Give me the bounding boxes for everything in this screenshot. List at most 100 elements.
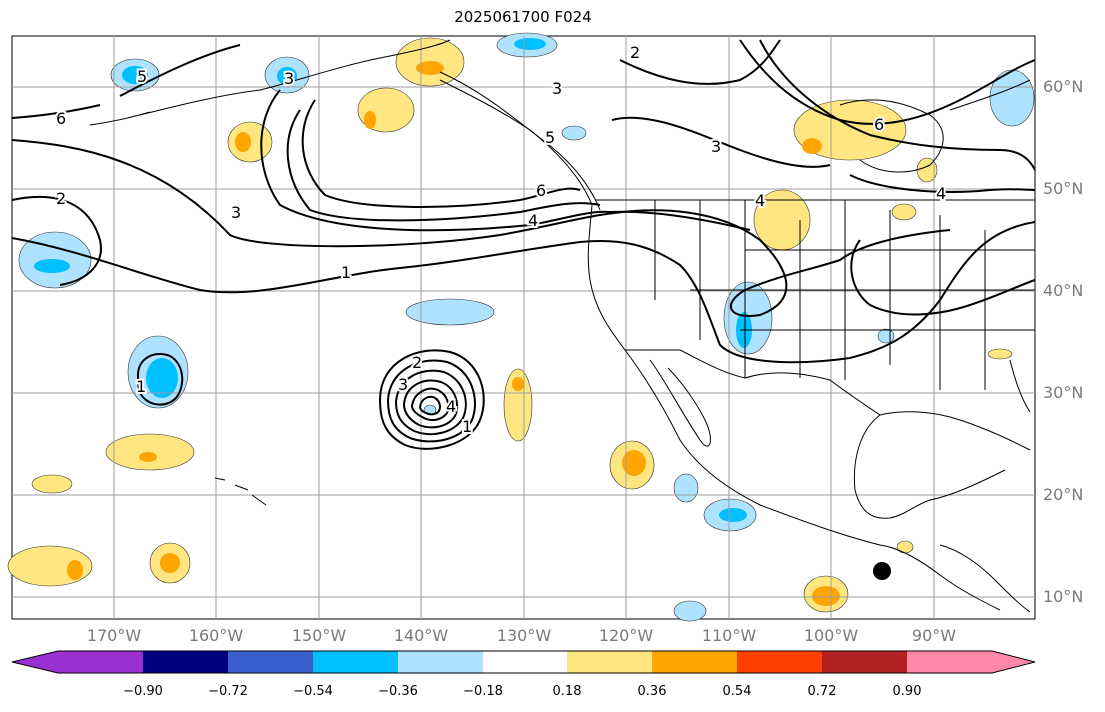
contour-label: 3 (231, 203, 241, 222)
pos-patch (503, 368, 533, 442)
colorbar-bin (228, 651, 313, 673)
colorbar-tick-label: −0.54 (293, 684, 333, 699)
us-mexico-border (625, 349, 881, 416)
pos-patch (891, 203, 917, 221)
shaded-anomaly-field (7, 32, 1035, 622)
contour-1 (11, 221, 1036, 364)
neg-patch (673, 473, 699, 503)
contour-label: 3 (552, 79, 562, 98)
lat-label: 50°N (1043, 179, 1084, 198)
lon-label: 110°W (701, 626, 757, 645)
colorbar-tick-label: −0.90 (123, 684, 163, 699)
neg-patch-core (146, 358, 178, 398)
lon-label: 150°W (291, 626, 347, 645)
colorbar-bin (143, 651, 228, 673)
lon-label: 120°W (598, 626, 654, 645)
aleutians (89, 111, 151, 126)
colorbar-tick-label: 0.72 (807, 684, 837, 699)
lat-label: 40°N (1043, 281, 1084, 300)
pos-patch-core (160, 553, 180, 573)
pos-patch-core (67, 560, 83, 580)
neg-patch-core (719, 508, 747, 522)
contour-label: 4 (936, 184, 946, 203)
contour-label: 6 (874, 115, 884, 134)
pos-patch-core (622, 450, 646, 476)
north-america-west-coast (439, 79, 1001, 611)
contour-2 (11, 44, 241, 286)
contour-label: 2 (56, 189, 66, 208)
colorbar-outline (11, 650, 1036, 674)
pos-patch (105, 433, 195, 471)
gulf-coast-mexico (853, 414, 1006, 519)
central-america (939, 544, 1031, 613)
low-ring-3 (394, 369, 467, 436)
colorbar-bin (567, 651, 652, 673)
contour-label: 5 (137, 67, 147, 86)
colorbar-bin (313, 651, 398, 673)
pos-patch-core (139, 452, 157, 462)
low-ring-4 (402, 379, 459, 429)
pos-patch-core (812, 586, 840, 606)
low-ring-1 (378, 349, 485, 450)
pos-patch (896, 540, 914, 554)
neg-patch (877, 328, 895, 344)
neg-patch-core (34, 259, 70, 273)
contour-4 (260, 89, 751, 232)
contour-label: 1 (462, 417, 472, 436)
contour-label: 2 (630, 43, 640, 62)
hawaii-islands (214, 477, 267, 506)
contour-label: 4 (528, 211, 538, 230)
lon-label: 140°W (393, 626, 449, 645)
lon-label: 100°W (803, 626, 859, 645)
contour-label: 3 (398, 375, 408, 394)
colorbar-extend-low (12, 651, 58, 673)
small-ring-1 (136, 353, 184, 406)
hudson-bay-coast (839, 99, 944, 173)
contour-5 (286, 109, 601, 222)
colorbar-bin (398, 651, 483, 673)
contour-label: 4 (446, 397, 456, 416)
contour-label: 1 (136, 377, 146, 396)
colorbar-bin (907, 651, 992, 673)
lon-label: 170°W (86, 626, 142, 645)
colorbar-tick-label: 0.54 (722, 684, 752, 699)
contour-labels: 1 1 1 2 2 2 3 3 3 3 3 4 4 4 4 5 5 6 6 6 (54, 41, 948, 438)
pos-patch (31, 474, 73, 494)
pos-patch-core (416, 61, 444, 75)
colorbar-bin (483, 651, 567, 673)
alaska-panhandle (439, 71, 601, 211)
neg-patch (989, 69, 1035, 127)
lon-label: 130°W (496, 626, 552, 645)
contour-label: 3 (284, 69, 294, 88)
neg-patch-core (122, 66, 148, 84)
low-ring-2 (386, 359, 476, 443)
pos-patch-core (235, 132, 251, 152)
colorbar-tick-label: −0.36 (378, 684, 418, 699)
lat-label: 20°N (1043, 485, 1084, 504)
florida (1009, 359, 1031, 413)
labrador-coast (949, 79, 1031, 111)
contour-east-1 (850, 239, 1036, 316)
contour-ne-6 (739, 39, 1036, 193)
contour-ne-3 (611, 39, 831, 168)
pos-patch-core (802, 138, 822, 154)
contour-label: 2 (412, 353, 422, 372)
low-ring-5 (410, 387, 450, 422)
neg-patch (673, 600, 707, 622)
pos-patch-core (364, 111, 376, 129)
colorbar-extend-high (992, 651, 1035, 673)
lat-label: 10°N (1043, 587, 1084, 606)
colorbar-bin (58, 651, 143, 673)
pos-patch-core (512, 377, 524, 391)
contours (11, 39, 1036, 450)
contour-label: 3 (711, 137, 721, 156)
colorbar-bin (737, 651, 822, 673)
neg-patch-core (277, 67, 297, 85)
colorbar (11, 650, 1036, 674)
map-title: 2025061700 F024 (454, 8, 592, 26)
lat-label: 60°N (1043, 77, 1084, 96)
colorbar-tick-label: 0.18 (552, 684, 582, 699)
baja-california (649, 359, 711, 447)
lat-label: 30°N (1043, 383, 1084, 402)
colorbar-tick-label: −0.18 (463, 684, 503, 699)
